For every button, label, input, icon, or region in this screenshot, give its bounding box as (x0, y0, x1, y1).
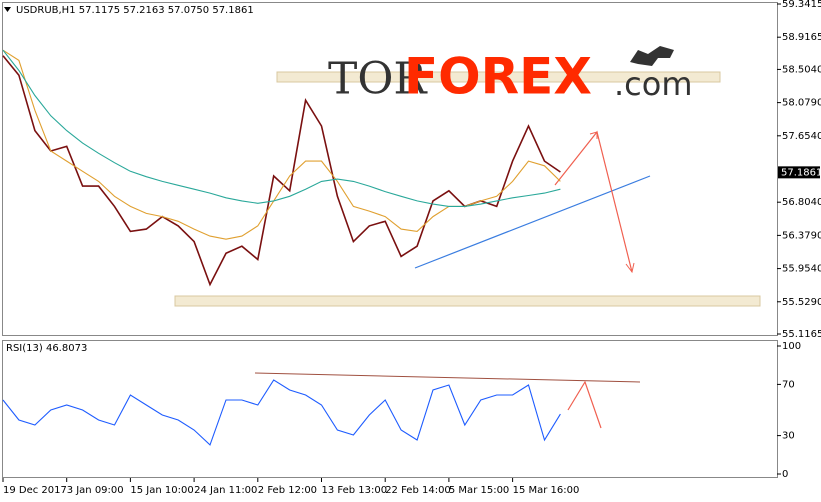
header-triangle (4, 7, 11, 12)
y-tick-label: 59.3415 (782, 0, 821, 10)
y-tick-label: 70 (782, 379, 795, 390)
y-tick-label: 58.5040 (782, 64, 821, 75)
y-tick-label: 56.8040 (782, 197, 821, 208)
y-tick-label: 100 (782, 341, 801, 352)
x-tick-label: 13 Feb 13:00 (322, 485, 388, 496)
x-tick-label: 3 Jan 09:00 (67, 485, 124, 496)
arrow-heads (589, 131, 635, 274)
rsi-title: RSI(13) 46.8073 (6, 343, 87, 354)
y-tick-label: 0 (782, 469, 788, 480)
rsi-trend-line (254, 372, 641, 383)
y-tick-label: 58.9165 (782, 32, 821, 43)
x-tick-label: 15 Jan 10:00 (130, 485, 193, 496)
watermark-com: .com (614, 65, 693, 103)
x-tick-label: 24 Jan 11:00 (194, 485, 257, 496)
x-tick-label: 5 Mar 15:00 (449, 485, 509, 496)
x-tick-label: 15 Mar 16:00 (513, 485, 580, 496)
support-zone (174, 295, 761, 307)
resistance-zone (276, 71, 721, 83)
watermark: TOR FOREX .com (328, 46, 693, 106)
x-tick-label: 19 Dec 2017 (3, 485, 67, 496)
chart-title: USDRUB,H1 57.1175 57.2163 57.0750 57.186… (16, 5, 254, 16)
last-price-label: 57.1861 (781, 167, 821, 178)
watermark-tor: TOR (328, 54, 428, 105)
y-tick-label: 55.9540 (782, 264, 821, 275)
last-price-box (778, 166, 820, 179)
rsi-forecast-arrow (567, 380, 602, 429)
y-tick-label: 55.5290 (782, 297, 821, 308)
series-line (2, 379, 561, 446)
trend-line (414, 175, 651, 269)
y-tick-label: 30 (782, 431, 795, 442)
watermark-forex: FOREX (404, 48, 592, 106)
x-tick-label: 2 Feb 12:00 (258, 485, 317, 496)
y-tick-label: 55.1165 (782, 329, 821, 340)
x-tick-label: 22 Feb 14:00 (385, 485, 451, 496)
y-tick-label: 56.3790 (782, 230, 821, 241)
series-line (2, 49, 561, 207)
y-tick-label: 57.6540 (782, 131, 821, 142)
bull-icon (630, 46, 674, 66)
y-tick-label: 58.0790 (782, 98, 821, 109)
